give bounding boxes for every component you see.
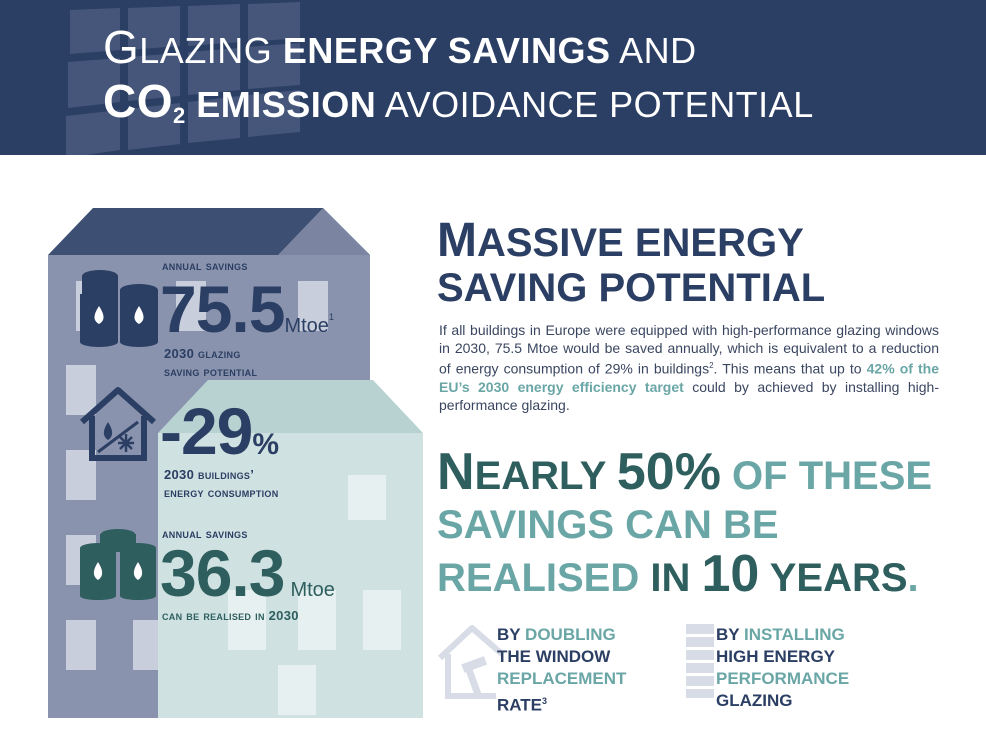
- title-subscript: 2: [173, 103, 186, 128]
- title-glazing: LAZING: [139, 30, 283, 71]
- method-doubling: BY DOUBLING THE WINDOW REPLACEMENT RATE3: [497, 624, 626, 717]
- annual-savings-label-1: Annual savings: [162, 258, 248, 273]
- header-banner: GLAZING ENERGY SAVINGS AND CO2 EMISSION …: [0, 0, 986, 155]
- front-building-windows: [228, 475, 401, 715]
- method1-line3: REPLACEMENT: [497, 669, 627, 688]
- method2-line2: HIGH ENERGY: [716, 647, 836, 666]
- glazing-potential-line1: 2030 glazing: [164, 346, 241, 361]
- window-grid-icon: [66, 2, 300, 155]
- claim-50-percent: 50%: [616, 443, 721, 501]
- annual-savings-unit-2: Mtoe: [290, 579, 335, 601]
- method1-line4: RATE: [497, 695, 543, 715]
- section-title-line2: SAVING POTENTIAL: [437, 266, 826, 310]
- consumption-reduction-unit: %: [252, 428, 280, 461]
- claim-of-these: OF THESE: [720, 454, 933, 498]
- glazing-panes-icon: [686, 624, 714, 698]
- oil-barrels-icon: [80, 529, 156, 600]
- headline-claim: NEARLY 50% OF THESE SAVINGS CAN BE REALI…: [437, 446, 982, 603]
- para-text-3: could by achieved by installing high-per…: [439, 378, 939, 413]
- claim-realised: REALISED: [437, 556, 651, 600]
- front-building-roof: [158, 380, 423, 433]
- claim-line2: SAVINGS CAN BE: [437, 503, 779, 547]
- buildings-consumption-line2: energy consumption: [164, 485, 279, 500]
- consumption-reduction-value: -29: [160, 394, 253, 468]
- claim-years: YEARS: [759, 556, 908, 600]
- title-avoidance: AVOIDANCE POTENTIAL: [376, 84, 814, 125]
- method1-by: BY: [497, 625, 526, 644]
- method-installing: BY INSTALLING HIGH ENERGY PERFORMANCE GL…: [716, 624, 849, 712]
- claim-in: IN: [650, 556, 702, 600]
- para-footnote-2: 2: [709, 361, 714, 370]
- claim-dot: .: [907, 556, 919, 600]
- method2-line3: PERFORMANCE: [716, 669, 850, 688]
- method1-footnote: 3: [542, 696, 548, 706]
- method1-line2: THE WINDOW: [497, 647, 611, 666]
- realised-2030-label: can be realised in 2030: [162, 608, 299, 623]
- title-co: CO: [103, 75, 173, 127]
- para-text-2: . This means that up to: [713, 360, 867, 377]
- page-title: GLAZING ENERGY SAVINGS AND CO2 EMISSION …: [103, 22, 814, 141]
- annual-savings-value-1: 75.5: [160, 272, 285, 346]
- annual-savings-value-2: 36.3: [160, 536, 285, 610]
- method2-by: BY: [716, 625, 745, 644]
- house-hammer-icon: [437, 625, 504, 699]
- method1-doubling: DOUBLING: [525, 625, 616, 644]
- buildings-consumption-line1: 2030 buildings’: [164, 467, 255, 482]
- claim-10: 10: [701, 545, 760, 603]
- oil-barrels-icon: [80, 270, 158, 347]
- claim-initial: N: [437, 443, 475, 501]
- method2-line4: GLAZING: [716, 691, 793, 710]
- title-energy-savings: ENERGY SAVINGS: [282, 30, 611, 71]
- section-title: MASSIVE ENERGY SAVING POTENTIAL: [437, 217, 826, 311]
- annual-savings-unit-1: Mtoe: [284, 315, 329, 337]
- footnote-ref-1: 1: [328, 312, 334, 322]
- title-and: AND: [610, 30, 697, 71]
- title-emission: EMISSION: [185, 84, 377, 125]
- para-text-1: If all buildings in Europe were equipped…: [439, 322, 939, 377]
- glazing-potential-line2: saving potential: [164, 364, 258, 379]
- description-paragraph: If all buildings in Europe were equipped…: [439, 321, 939, 414]
- section-title-initial: M: [437, 214, 477, 267]
- house-energy-icon: [80, 387, 156, 461]
- claim-early: EARLY: [474, 454, 617, 498]
- para-highlight: 42% of the EU’s 2030 energy efficiency t…: [439, 360, 940, 395]
- annual-savings-label-2: Annual savings: [162, 526, 248, 541]
- buildings-illustration: [48, 208, 423, 718]
- method2-installing: INSTALLING: [744, 625, 845, 644]
- title-initial: G: [103, 21, 140, 73]
- section-title-line1: ASSIVE ENERGY: [476, 221, 804, 265]
